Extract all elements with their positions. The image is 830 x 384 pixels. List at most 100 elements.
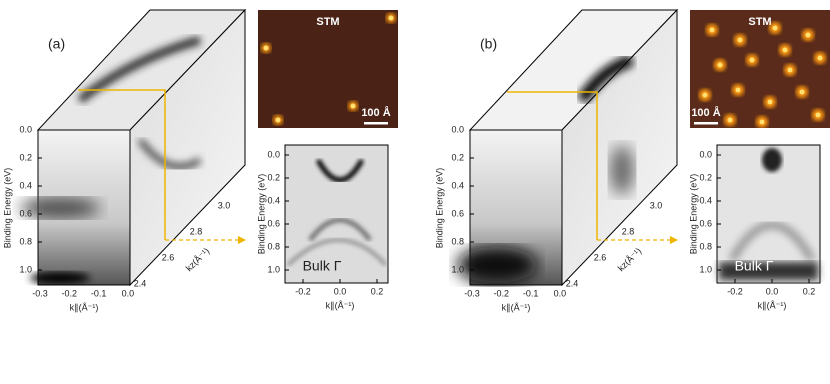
kz-tick-label: 2.8 <box>622 226 635 236</box>
stm-spot <box>275 117 281 123</box>
stm-spot <box>815 112 821 118</box>
scale-bar <box>364 122 388 125</box>
x-tick-label: 0.0 <box>766 286 779 296</box>
stm-spot <box>709 27 715 33</box>
stm-spots <box>261 13 396 125</box>
stm-image: STM 100 Å <box>258 10 398 128</box>
bulk-label: Bulk Γ <box>303 258 342 274</box>
y-tick-label: 1.0 <box>267 264 280 274</box>
y-tick-label: 0.0 <box>451 124 464 134</box>
stm-spot <box>767 99 773 105</box>
cut-line <box>507 91 598 240</box>
scale-label: 100 Å <box>691 106 720 119</box>
stm-spot <box>735 87 741 93</box>
x-tick-label: 0.0 <box>554 288 567 298</box>
stm-spot <box>263 45 269 51</box>
y-tick-label: 0.6 <box>699 218 712 228</box>
stm-title: STM <box>748 16 771 28</box>
band <box>30 272 90 284</box>
kz-tick-label: 2.6 <box>594 252 607 262</box>
kz-tick-label: 2.6 <box>162 252 175 262</box>
y-tick-label: 0.8 <box>699 241 712 251</box>
band <box>762 148 782 172</box>
kz-tick-label: 2.4 <box>566 278 579 288</box>
y-tick-label: 0.2 <box>451 152 464 162</box>
panel-label: (b) <box>480 36 497 52</box>
y-tick-label: 0.4 <box>19 180 32 190</box>
y-tick-label: 0.4 <box>267 195 280 205</box>
y-tick-label: 0.6 <box>451 208 464 218</box>
stm-spot <box>787 67 793 73</box>
kz-axis-label: kz(Å⁻¹) <box>616 246 643 273</box>
band <box>286 238 388 267</box>
y-axis-label: Binding Energy (eV) <box>688 174 698 255</box>
x-axis-label: k∥(Å⁻¹) <box>326 300 355 310</box>
x-axis-label: k∥(Å⁻¹) <box>758 300 787 310</box>
arrow-head <box>238 236 246 244</box>
stm-bg <box>258 10 398 128</box>
y-tick-label: 1.0 <box>699 264 712 274</box>
kz-tick-label: 2.4 <box>134 278 147 288</box>
y-tick-label: 0.0 <box>19 124 32 134</box>
bulk-panel: Bulk Γ <box>716 144 821 284</box>
x-tick-label: -0.1 <box>523 288 539 298</box>
band <box>308 217 372 242</box>
x-tick-label: -0.2 <box>727 286 743 296</box>
stm-spot <box>350 103 356 109</box>
y-tick-label: 0.8 <box>267 241 280 251</box>
x-tick-label: 0.2 <box>371 286 384 296</box>
stm-spot <box>772 25 778 31</box>
stm-spot <box>817 55 823 61</box>
stm-image: STM 100 Å <box>690 10 830 128</box>
x-tick-label: -0.3 <box>464 288 480 298</box>
y-tick-label: 0.4 <box>451 180 464 190</box>
band <box>610 145 634 195</box>
x-axis-label: k∥(Å⁻¹) <box>70 302 99 312</box>
x-tick-label: -0.2 <box>62 288 78 298</box>
y-tick-label: 0.8 <box>451 236 464 246</box>
kz-tick-label: 3.0 <box>650 200 663 210</box>
x-axis-label: k∥(Å⁻¹) <box>502 302 531 312</box>
arrow-head <box>670 236 678 244</box>
kz-tick-label: 3.0 <box>218 200 231 210</box>
x-tick-label: -0.2 <box>494 288 510 298</box>
band <box>137 138 202 170</box>
band <box>77 36 202 104</box>
band <box>457 247 537 283</box>
y-tick-label: 0.8 <box>19 236 32 246</box>
stm-spot <box>737 37 743 43</box>
x-tick-label: -0.2 <box>295 286 311 296</box>
stm-spot <box>759 119 765 125</box>
stm-spot <box>782 47 788 53</box>
stm-spot <box>717 62 723 68</box>
y-axis-label: Binding Energy (eV) <box>256 174 266 255</box>
y-tick-label: 0.6 <box>19 208 32 218</box>
stm-spot <box>805 32 811 38</box>
stm-spot <box>799 89 805 95</box>
x-tick-label: 0.0 <box>334 286 347 296</box>
bulk-panel: Bulk Γ <box>284 144 389 284</box>
bulk-bg <box>284 144 389 284</box>
y-tick-label: 0.2 <box>699 172 712 182</box>
kz-tick-label: 2.8 <box>190 226 203 236</box>
band <box>315 158 365 183</box>
y-tick-label: 0.2 <box>19 152 32 162</box>
stm-spot <box>749 57 755 63</box>
y-axis-label: Binding Energy (eV) <box>2 168 12 249</box>
band <box>20 198 100 218</box>
y-axis-label: Binding Energy (eV) <box>434 168 444 249</box>
band <box>728 221 816 262</box>
x-tick-label: 0.0 <box>122 288 135 298</box>
stm-spot <box>727 117 733 123</box>
scale-bar <box>694 122 718 125</box>
stm-spots <box>699 22 826 128</box>
y-tick-label: 1.0 <box>451 264 464 274</box>
y-tick-label: 1.0 <box>19 264 32 274</box>
y-tick-label: 0.0 <box>267 149 280 159</box>
panel-label: (a) <box>48 36 65 52</box>
y-tick-label: 0.2 <box>267 172 280 182</box>
scale-label: 100 Å <box>361 106 390 119</box>
y-tick-label: 0.0 <box>699 149 712 159</box>
